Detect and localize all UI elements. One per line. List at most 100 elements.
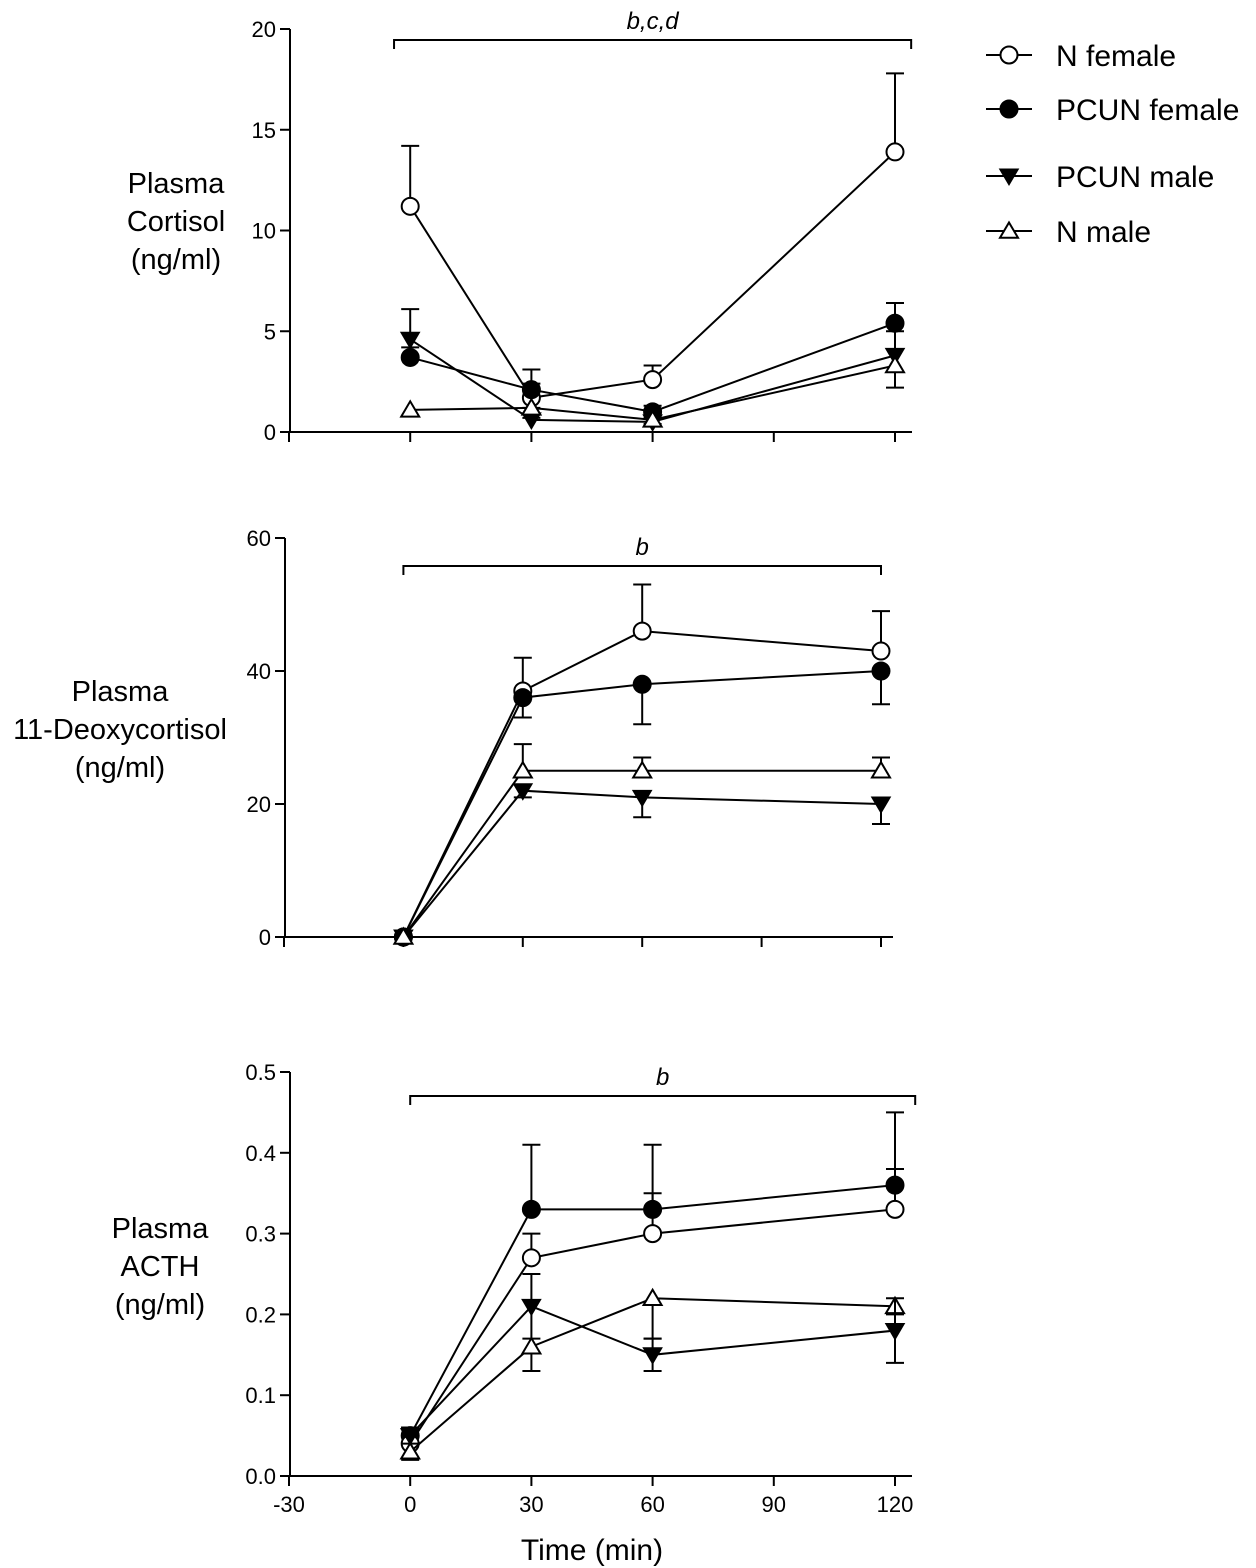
series-line-n-male — [409, 1297, 896, 1453]
data-point-n-male — [870, 760, 892, 779]
data-point-n-male — [520, 397, 543, 416]
y-axis-title-line: (ng/ml) — [131, 244, 221, 276]
data-point-pcun-male — [512, 783, 534, 801]
data-point-pcun-female — [632, 674, 652, 694]
y-tick-label: 0.3 — [245, 1222, 276, 1247]
series-line-n-male — [410, 364, 896, 421]
y-tick-label: 0.4 — [245, 1141, 276, 1166]
x-tick-label: 90 — [762, 1492, 786, 1517]
x-tick-label: -30 — [273, 1492, 305, 1517]
series-pcun-male — [393, 783, 892, 948]
significance-bracket — [393, 39, 913, 49]
legend-item-pcun-male: PCUN male — [986, 161, 1214, 194]
open-circle-icon — [999, 45, 1019, 65]
y-tick-label: 15 — [252, 118, 276, 143]
data-point-n-female — [521, 1248, 541, 1268]
series-n-male — [399, 354, 906, 428]
data-point-n-male — [392, 926, 415, 945]
data-point-n-male — [631, 760, 653, 779]
x-tick-label: 60 — [640, 1492, 664, 1517]
significance-label: b — [656, 1064, 669, 1091]
legend-item-pcun-female: PCUN female — [986, 94, 1239, 127]
data-point-n-female — [871, 641, 891, 661]
filled-circle-icon — [999, 99, 1019, 119]
series-n-female — [400, 72, 905, 408]
legend-label: N male — [1056, 216, 1151, 249]
data-point-pcun-female — [400, 347, 420, 367]
chart-panel-1: 0 5 10 15 20 Plasma Cortisol (ng/ml) b,c,d — [127, 8, 913, 445]
y-tick-label: 0.1 — [245, 1383, 276, 1408]
significance-label: b — [636, 534, 649, 561]
legend-label: PCUN male — [1056, 161, 1214, 194]
data-point-n-male — [399, 1441, 421, 1460]
y-tick-label: 40 — [247, 659, 271, 684]
y-tick-label: 20 — [247, 792, 271, 817]
series-line-pcun-male — [409, 338, 896, 423]
y-tick-label: 0 — [259, 925, 271, 950]
y-tick-label: 10 — [252, 219, 276, 244]
data-point-n-male — [884, 354, 906, 374]
data-point-pcun-male — [399, 1428, 421, 1446]
data-point-pcun-female — [871, 661, 891, 681]
chart-panel-3: 0.0 0.1 0.2 0.3 0.4 0.5 -30 0 30 60 90 120 Time (min… — [112, 1060, 917, 1567]
y-tick-label: 0.0 — [245, 1464, 276, 1489]
y-axis-title-line: 11-Deoxycortisol — [13, 714, 227, 746]
data-point-n-male — [520, 1336, 543, 1355]
y-axis-title: Plasma Cortisol (ng/ml) — [127, 168, 225, 276]
series-pcun-male — [399, 1273, 906, 1446]
y-tick-label: 20 — [252, 17, 276, 42]
y-tick-label: 0.2 — [245, 1302, 276, 1327]
series-line-pcun-male — [402, 789, 882, 938]
y-tick-label: 0.5 — [245, 1060, 276, 1085]
y-axis-title: Plasma 11-Deoxycortisol (ng/ml) — [13, 676, 227, 784]
x-tick-label: 0 — [404, 1492, 416, 1517]
series-line-pcun-female — [409, 1184, 896, 1437]
series-n-male — [392, 743, 892, 945]
series-n-male — [399, 1287, 906, 1461]
legend-item-n-male: N male — [986, 216, 1151, 249]
data-point-pcun-male — [399, 331, 421, 350]
legend-label: PCUN female — [1056, 94, 1239, 127]
data-point-n-female — [643, 1224, 663, 1244]
data-point-n-female — [643, 370, 663, 390]
y-axis-title-line: (ng/ml) — [75, 752, 165, 784]
data-point-n-female — [885, 142, 905, 162]
data-point-n-male — [512, 760, 534, 779]
y-axis-title-line: (ng/ml) — [115, 1289, 205, 1321]
legend-item-n-female: N female — [986, 40, 1176, 73]
series-line-pcun-male — [409, 1305, 896, 1437]
series-line-n-female — [409, 1208, 896, 1445]
data-point-pcun-female — [513, 688, 533, 708]
series-line-n-male — [402, 769, 881, 938]
y-tick-label: 60 — [247, 526, 271, 551]
series-line-pcun-female — [402, 670, 882, 938]
legend-label: N female — [1056, 40, 1176, 73]
open-up-triangle-icon — [998, 220, 1020, 239]
chart-panel-2: 0 20 40 60 Plasma 11-Deoxycortisol (ng/ml) b — [13, 526, 893, 950]
series-line-pcun-female — [409, 322, 896, 413]
data-point-pcun-female — [521, 380, 541, 400]
data-point-n-male — [399, 399, 421, 418]
significance-label: b,c,d — [627, 8, 680, 35]
significance-bracket — [402, 565, 882, 575]
data-point-n-female — [885, 1199, 905, 1219]
x-tick-label: 120 — [877, 1492, 914, 1517]
data-point-n-male — [641, 1287, 664, 1306]
y-axis-title-line: Plasma — [112, 1213, 210, 1245]
x-tick-label: 30 — [519, 1492, 543, 1517]
data-point-pcun-male — [521, 1298, 542, 1317]
data-point-pcun-female — [885, 313, 905, 333]
y-tick-label: 0 — [264, 420, 276, 445]
series-pcun-female — [400, 302, 905, 422]
data-point-pcun-male — [884, 1323, 906, 1341]
significance-bracket — [409, 1095, 917, 1105]
data-point-pcun-female — [521, 1199, 541, 1219]
data-point-pcun-male — [870, 796, 892, 815]
series-line-n-female — [409, 151, 896, 399]
data-point-n-male — [641, 409, 664, 428]
y-axis-title: Plasma ACTH (ng/ml) — [112, 1213, 210, 1321]
filled-down-triangle-icon — [998, 168, 1020, 187]
series-line-n-female — [402, 630, 882, 938]
y-axis-title-line: Plasma — [128, 168, 226, 200]
